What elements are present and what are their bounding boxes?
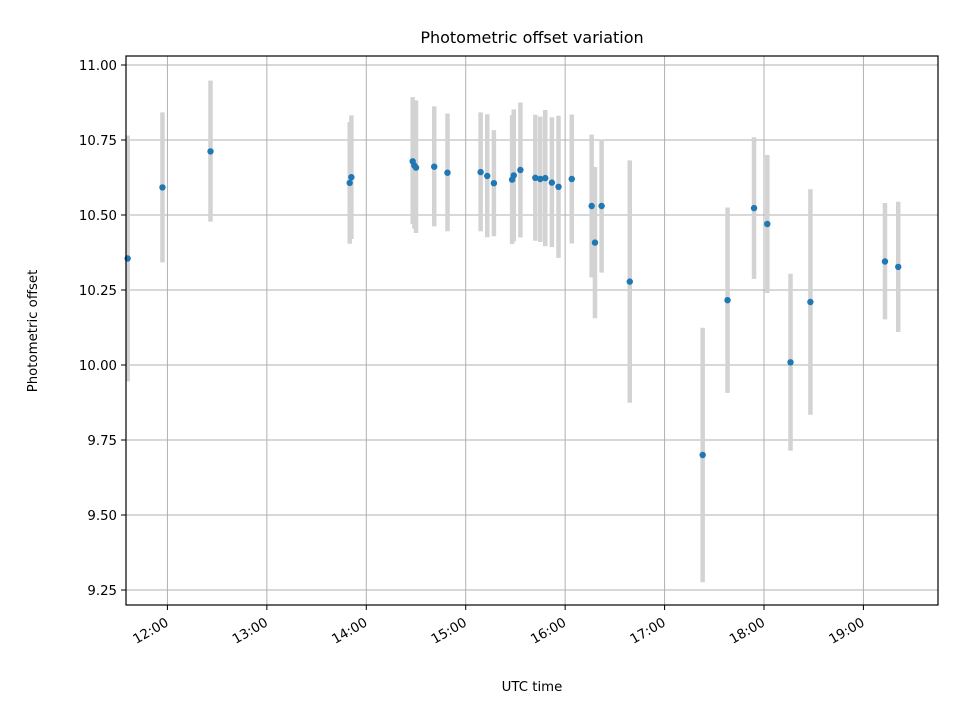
y-tick-label: 9.75 xyxy=(87,434,117,449)
y-axis-label: Photometric offset xyxy=(26,270,41,393)
plot-frame xyxy=(125,55,939,606)
y-axis-ticks: 9.25 9.50 9.75 10.00 10.25 10.50 10.75 11.00 xyxy=(79,59,126,599)
data-point xyxy=(591,239,599,246)
data-point xyxy=(532,174,539,181)
y-tick-label: 9.25 xyxy=(87,584,117,599)
y-tick-label: 9.50 xyxy=(87,509,117,524)
data-point xyxy=(542,174,549,182)
data-point xyxy=(444,169,451,176)
y-tick-label: 10.50 xyxy=(79,209,117,224)
data-point xyxy=(548,179,556,186)
y-tick-label: 10.00 xyxy=(79,359,117,374)
grid xyxy=(126,56,938,605)
data-point xyxy=(787,359,794,366)
data-point xyxy=(895,263,902,271)
y-tick-label: 10.25 xyxy=(79,284,117,299)
data-point xyxy=(412,164,420,171)
data-point xyxy=(517,166,524,174)
data-point xyxy=(568,175,575,183)
y-tick-label: 10.75 xyxy=(79,134,117,149)
data-point xyxy=(807,298,814,306)
y-tick-label: 11.00 xyxy=(79,59,117,74)
data-point xyxy=(588,202,595,210)
data-point xyxy=(555,183,562,190)
data-point xyxy=(490,180,498,187)
data-point xyxy=(764,220,771,228)
data-point xyxy=(477,168,484,176)
data-point xyxy=(431,163,438,170)
data-point xyxy=(724,297,731,304)
data-point xyxy=(881,258,889,265)
data-point xyxy=(346,179,353,187)
data-point xyxy=(207,148,214,155)
data-point xyxy=(626,278,633,285)
data-point xyxy=(750,204,758,212)
data-point xyxy=(484,172,491,180)
data-point xyxy=(348,174,355,181)
data-point xyxy=(598,202,605,210)
data-point xyxy=(159,184,166,191)
data-point xyxy=(537,175,544,183)
data-point xyxy=(510,172,517,179)
x-axis-label: UTC time xyxy=(502,680,563,695)
chart-title: Photometric offset variation xyxy=(420,28,643,47)
data-point xyxy=(699,451,706,459)
